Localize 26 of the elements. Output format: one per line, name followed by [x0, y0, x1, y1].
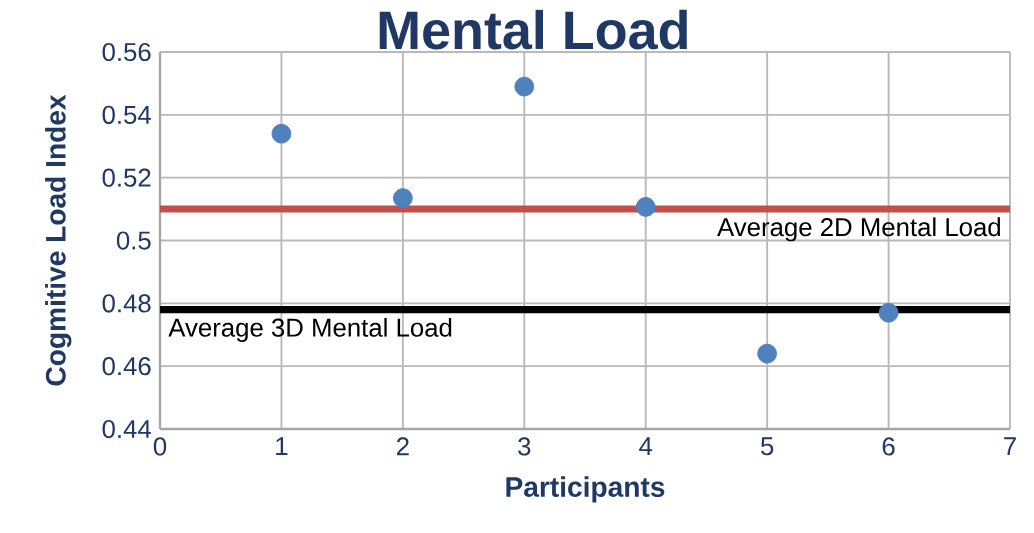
- ref-line-label: Average 3D Mental Load: [168, 317, 452, 342]
- point: [393, 188, 413, 208]
- chart-title: Mental Load: [379, 9, 687, 50]
- y-axis-title: Cogmitive Load Index: [45, 94, 72, 386]
- x-tick-label: 3: [518, 437, 531, 456]
- y-tick-label: 0.54: [102, 105, 151, 124]
- point: [635, 197, 656, 217]
- point: [757, 343, 777, 364]
- ref-line-label: Average 2D Mental Load: [717, 217, 1000, 242]
- point: [271, 123, 292, 144]
- y-tick-label: 0.5: [116, 231, 151, 250]
- point: [514, 76, 535, 97]
- x-tick-label: 0: [153, 437, 167, 456]
- y-tick-label: 0.46: [102, 357, 151, 376]
- y-tick-label: 0.52: [102, 168, 151, 187]
- y-tick-label: 0.56: [102, 42, 151, 62]
- x-axis-title: Participants: [506, 476, 665, 503]
- y-tick-label: 0.44: [102, 419, 151, 439]
- x-tick-label: 1: [276, 437, 288, 456]
- x-tick-label: 4: [639, 437, 653, 456]
- y-tick-label: 0.48: [102, 294, 151, 313]
- point: [878, 302, 899, 323]
- x-tick-label: 7: [1004, 437, 1016, 456]
- x-tick-label: 5: [761, 437, 774, 456]
- x-tick-label: 2: [396, 437, 409, 456]
- x-tick-label: 6: [882, 437, 895, 456]
